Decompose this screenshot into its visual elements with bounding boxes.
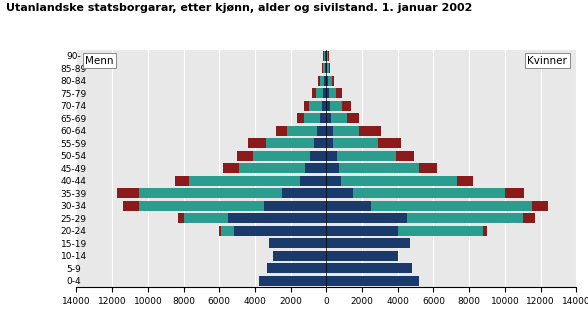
- Bar: [397, 226, 483, 236]
- Bar: [175, 176, 189, 186]
- Bar: [248, 138, 266, 148]
- Bar: [329, 88, 336, 98]
- Bar: [483, 226, 487, 236]
- Bar: [325, 63, 326, 73]
- Bar: [233, 226, 326, 236]
- Bar: [532, 201, 547, 211]
- Bar: [268, 263, 326, 273]
- Bar: [297, 113, 304, 123]
- Bar: [371, 201, 532, 211]
- Bar: [326, 63, 328, 73]
- Bar: [326, 176, 340, 186]
- Bar: [328, 63, 329, 73]
- Bar: [339, 163, 419, 173]
- Bar: [259, 276, 326, 286]
- Bar: [139, 201, 264, 211]
- Bar: [325, 51, 326, 61]
- Bar: [505, 188, 524, 198]
- Bar: [178, 213, 183, 223]
- Bar: [419, 163, 437, 173]
- Bar: [228, 213, 326, 223]
- Bar: [320, 113, 326, 123]
- Bar: [237, 151, 253, 161]
- Bar: [326, 163, 339, 173]
- Bar: [323, 51, 325, 61]
- Bar: [123, 201, 139, 211]
- Bar: [309, 101, 322, 111]
- Bar: [318, 76, 320, 86]
- Bar: [327, 51, 328, 61]
- Bar: [264, 201, 326, 211]
- Bar: [318, 126, 326, 136]
- Bar: [326, 188, 353, 198]
- Bar: [457, 176, 473, 186]
- Bar: [342, 101, 352, 111]
- Bar: [326, 138, 333, 148]
- Bar: [253, 151, 310, 161]
- Bar: [314, 138, 326, 148]
- Bar: [323, 76, 326, 86]
- Bar: [139, 188, 282, 198]
- Bar: [266, 138, 314, 148]
- Bar: [326, 101, 330, 111]
- Bar: [330, 101, 342, 111]
- Bar: [332, 76, 335, 86]
- Text: Menn: Menn: [85, 56, 114, 66]
- Bar: [322, 101, 326, 111]
- Bar: [359, 126, 381, 136]
- Bar: [239, 163, 305, 173]
- Bar: [347, 113, 359, 123]
- Bar: [312, 88, 316, 98]
- Bar: [407, 213, 523, 223]
- Bar: [323, 88, 326, 98]
- Bar: [322, 63, 323, 73]
- Bar: [353, 188, 505, 198]
- Bar: [269, 238, 326, 248]
- Bar: [326, 276, 419, 286]
- Bar: [328, 76, 332, 86]
- Bar: [282, 188, 326, 198]
- Bar: [326, 201, 371, 211]
- Bar: [326, 88, 329, 98]
- Bar: [316, 88, 323, 98]
- Bar: [326, 238, 410, 248]
- Bar: [326, 113, 331, 123]
- Text: Kvinner: Kvinner: [527, 56, 567, 66]
- Bar: [118, 188, 139, 198]
- Bar: [337, 151, 396, 161]
- Bar: [320, 76, 323, 86]
- Bar: [333, 126, 359, 136]
- Bar: [305, 163, 326, 173]
- Bar: [326, 151, 337, 161]
- Bar: [221, 226, 233, 236]
- Bar: [273, 251, 326, 261]
- Bar: [219, 226, 221, 236]
- Bar: [223, 163, 239, 173]
- Bar: [323, 63, 325, 73]
- Bar: [310, 151, 326, 161]
- Bar: [189, 176, 299, 186]
- Bar: [523, 213, 535, 223]
- Bar: [287, 126, 318, 136]
- Bar: [333, 138, 378, 148]
- Bar: [326, 126, 333, 136]
- Bar: [326, 251, 397, 261]
- Bar: [326, 76, 328, 86]
- Bar: [378, 138, 401, 148]
- Bar: [396, 151, 414, 161]
- Bar: [340, 176, 457, 186]
- Bar: [326, 263, 412, 273]
- Bar: [276, 126, 287, 136]
- Bar: [331, 113, 347, 123]
- Bar: [326, 213, 407, 223]
- Bar: [183, 213, 228, 223]
- Text: Utanlandske statsborgarar, etter kjønn, alder og sivilstand. 1. januar 2002: Utanlandske statsborgarar, etter kjønn, …: [6, 3, 472, 13]
- Bar: [304, 101, 309, 111]
- Bar: [329, 63, 330, 73]
- Bar: [326, 226, 397, 236]
- Bar: [304, 113, 320, 123]
- Bar: [336, 88, 342, 98]
- Bar: [299, 176, 326, 186]
